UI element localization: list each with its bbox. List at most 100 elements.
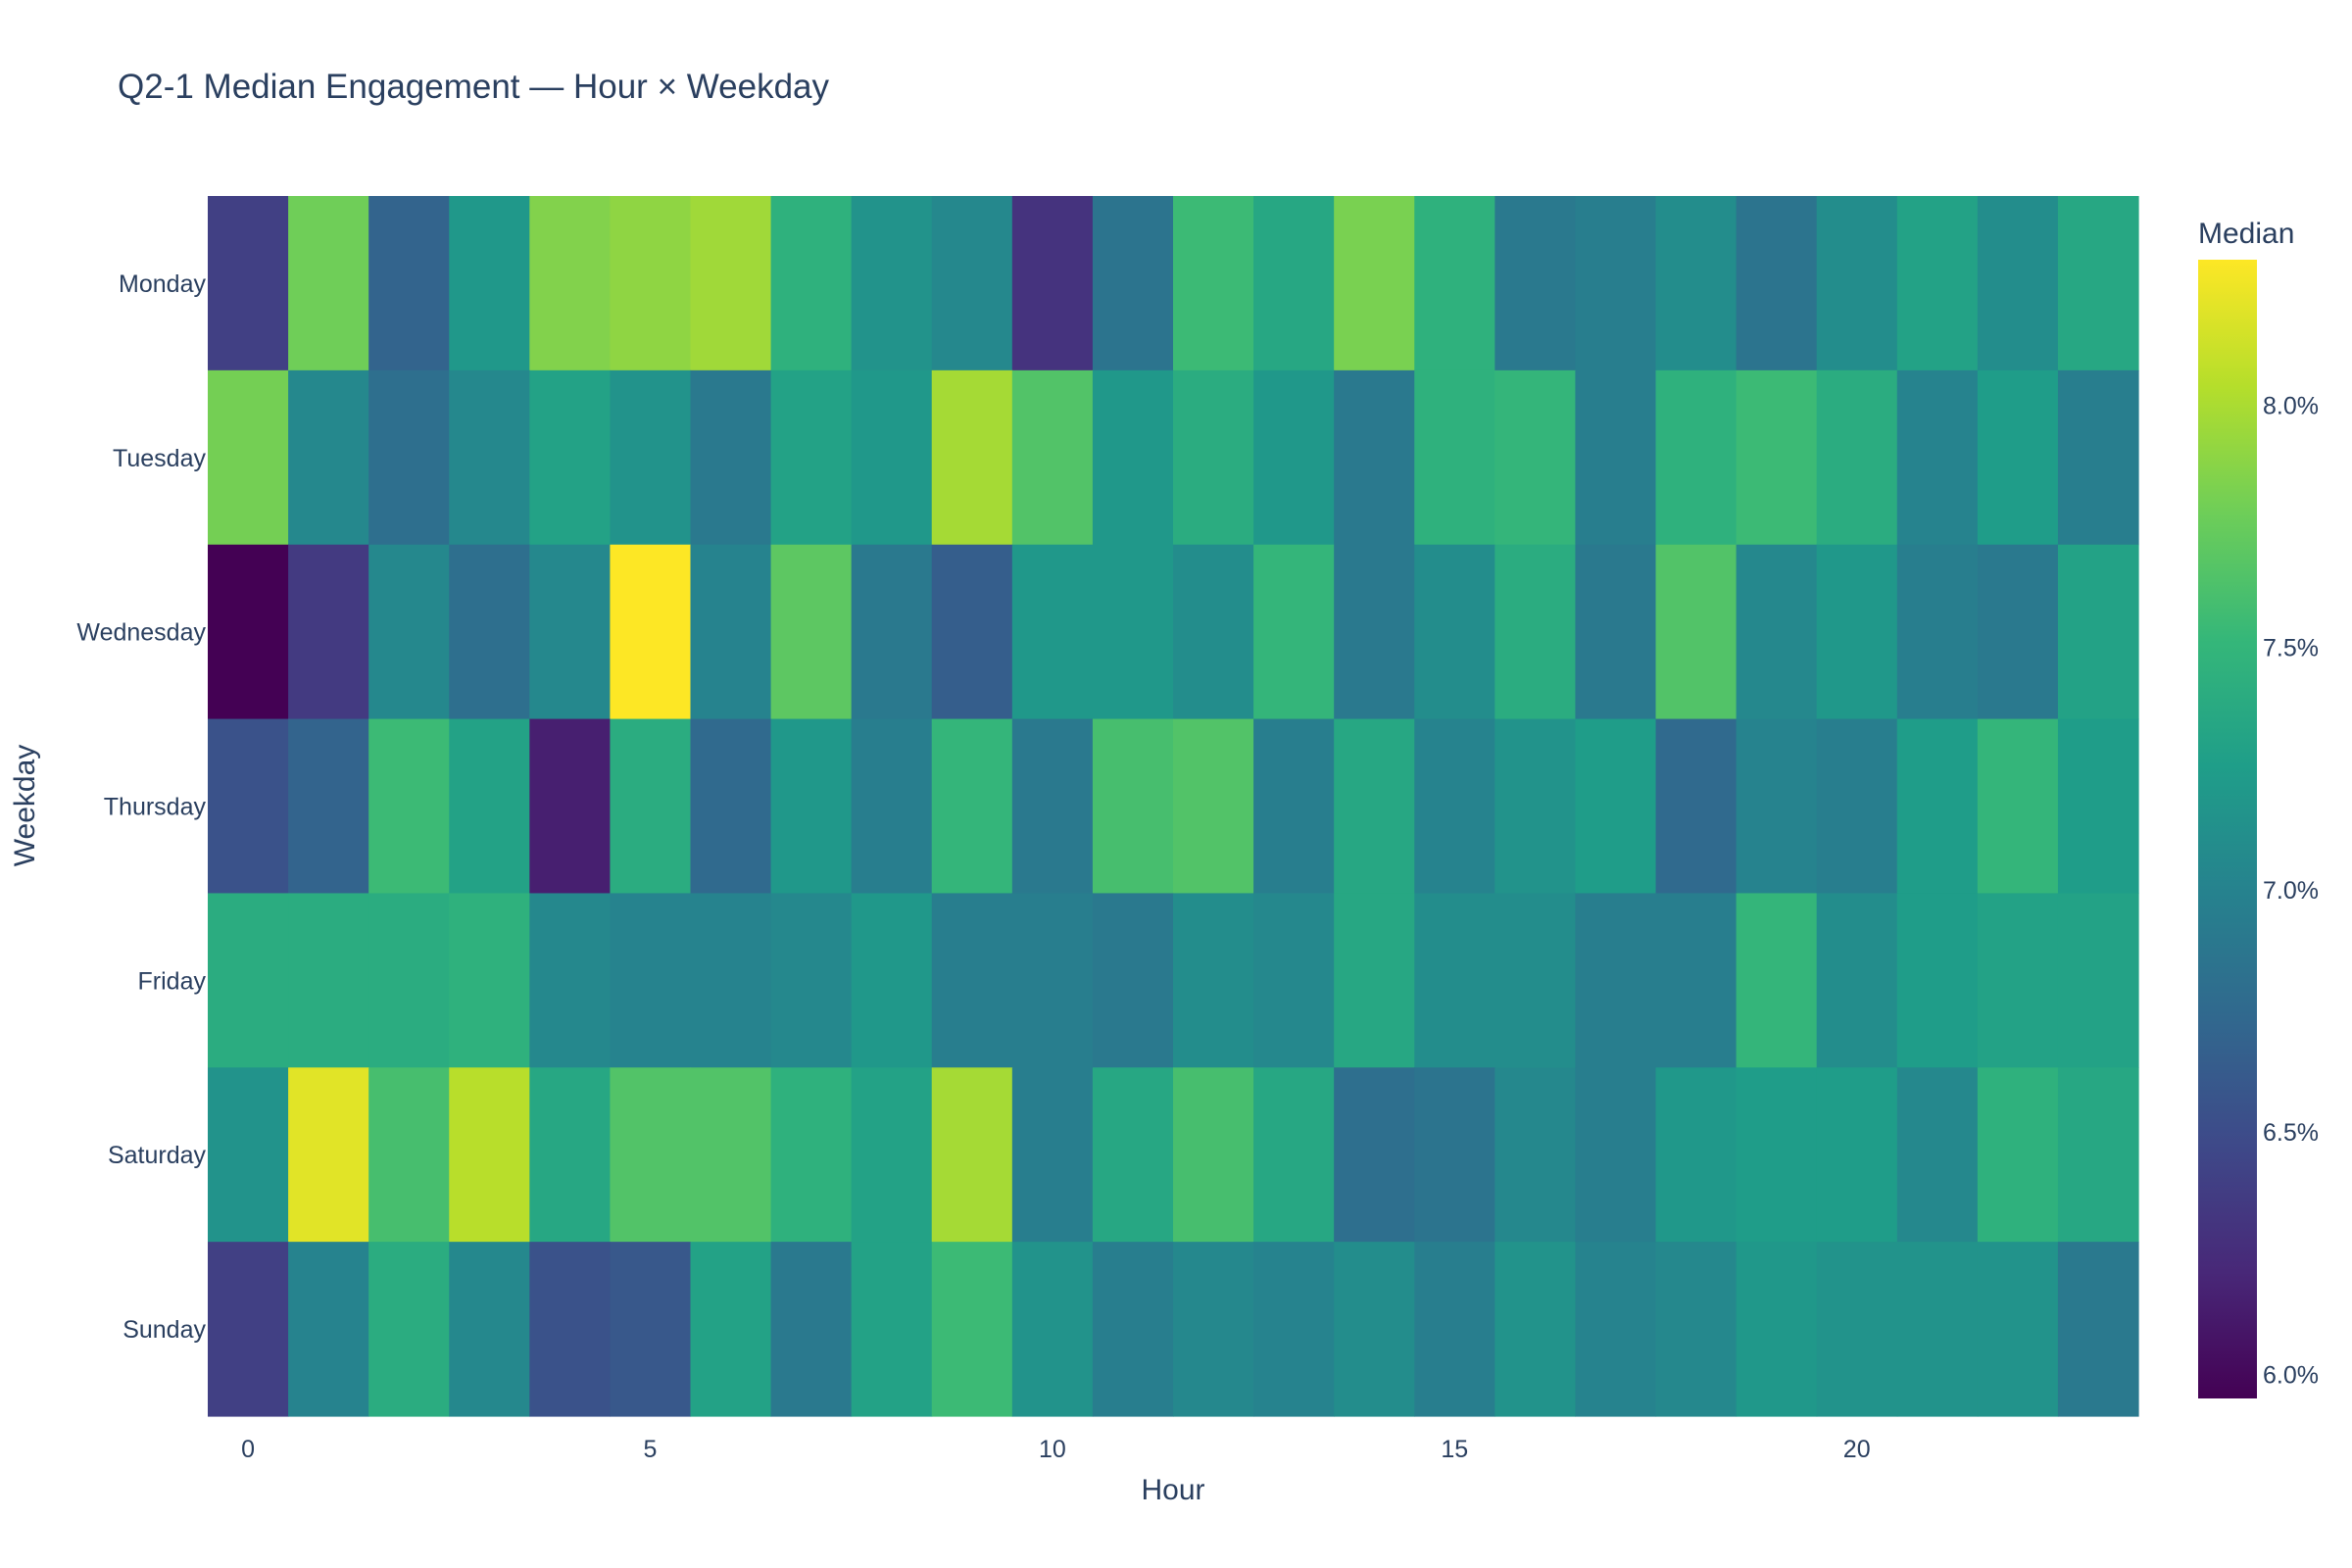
heatmap-cell [690,196,772,371]
heatmap-cell [529,544,612,720]
heatmap-cell [610,196,692,371]
heatmap-cell [1494,369,1577,546]
heatmap-cell [1092,1242,1174,1417]
colorbar-title: Median [2198,218,2294,250]
heatmap-cell [1736,369,1818,546]
heatmap-cell [1173,196,1254,371]
heatmap-cell [1896,718,1979,895]
heatmap-cell [1494,1242,1577,1417]
heatmap-cell [449,196,530,371]
heatmap-cells [208,196,2139,1417]
heatmap-cell [1977,1067,2059,1243]
heatmap-cell [529,893,612,1068]
heatmap-cell [851,1242,933,1417]
heatmap-cell [1334,718,1415,895]
y-tick-label: Sunday [122,1316,206,1344]
heatmap-cell [449,1067,530,1243]
heatmap-cell [1736,893,1818,1068]
heatmap-cell [1011,544,1094,720]
heatmap-cell [1173,1242,1254,1417]
heatmap-cell [770,893,853,1068]
heatmap-cell [610,893,692,1068]
colorbar-ticks: 6.0% 6.5% 7.0% 7.5% 8.0% [2263,392,2319,1389]
heatmap-cell [610,1067,692,1243]
heatmap-cell [1655,893,1738,1068]
heatmap-cell [1092,1067,1174,1243]
heatmap-cell [288,1067,369,1243]
heatmap-cell [368,544,450,720]
colorbar-tick-label: 7.5% [2263,635,2319,662]
heatmap-cell [690,369,772,546]
heatmap-cell [610,544,692,720]
y-axis-title: Weekday [9,745,41,867]
heatmap-cell [288,1242,369,1417]
heatmap-cell [1334,1067,1415,1243]
colorbar-tick-label: 7.0% [2263,877,2319,905]
heatmap-cell [851,544,933,720]
heatmap-cell [1896,1067,1979,1243]
heatmap-cell [449,893,530,1068]
heatmap-cell [770,369,853,546]
heatmap-cell [2057,718,2139,895]
heatmap-cell [1253,369,1335,546]
heatmap-cell [1736,718,1818,895]
colorbar-gradient [2198,260,2257,1398]
heatmap-cell [1173,718,1254,895]
heatmap-cell [1253,1067,1335,1243]
heatmap-cell [288,369,369,546]
heatmap-cell [1816,1067,1898,1243]
heatmap-cell [1414,1067,1495,1243]
heatmap-cell [1736,1067,1818,1243]
heatmap-cell [1977,893,2059,1068]
heatmap-cell [208,718,289,895]
heatmap-cell [1011,369,1094,546]
colorbar-tick-label: 6.0% [2263,1361,2319,1389]
heatmap-cell [1253,1242,1335,1417]
heatmap-cell [610,369,692,546]
heatmap-cell [208,1242,289,1417]
heatmap-cell [770,718,853,895]
heatmap-cell [1816,369,1898,546]
heatmap-cell [931,1067,1013,1243]
heatmap-cell [1655,1242,1738,1417]
heatmap-cell [1092,893,1174,1068]
heatmap-cell [1575,1067,1657,1243]
heatmap-cell [208,1067,289,1243]
y-tick-label: Wednesday [76,619,206,647]
y-tick-label: Friday [138,967,207,995]
heatmap-cell [1173,893,1254,1068]
heatmap-cell [851,369,933,546]
heatmap-cell [2057,1067,2139,1243]
heatmap-cell [1253,196,1335,371]
colorbar-tick-label: 6.5% [2263,1119,2319,1147]
heatmap-cell [931,369,1013,546]
heatmap-cell [208,369,289,546]
heatmap-cell [1896,196,1979,371]
x-tick-label: 15 [1441,1436,1468,1463]
heatmap-cell [851,1067,933,1243]
x-axis-ticks: 0 5 10 15 20 [241,1436,1871,1463]
heatmap-cell [368,1242,450,1417]
heatmap-cell [1896,893,1979,1068]
heatmap-cell [1092,369,1174,546]
heatmap-cell [1173,369,1254,546]
heatmap-cell [1173,1067,1254,1243]
x-axis-title: Hour [1141,1474,1204,1506]
heatmap-cell [1414,1242,1495,1417]
heatmap-cell [770,1242,853,1417]
x-tick-label: 5 [644,1436,658,1463]
heatmap-cell [288,893,369,1068]
heatmap-cell [288,196,369,371]
heatmap-cell [1575,544,1657,720]
colorbar-tick-label: 8.0% [2263,392,2319,419]
heatmap-cell [1736,196,1818,371]
heatmap-cell [1092,718,1174,895]
heatmap-cell [529,196,612,371]
heatmap-cell [690,718,772,895]
heatmap-cell [1575,369,1657,546]
heatmap-cell [1011,1067,1094,1243]
heatmap-cell [1253,893,1335,1068]
heatmap-cell [449,1242,530,1417]
heatmap-cell [1655,369,1738,546]
